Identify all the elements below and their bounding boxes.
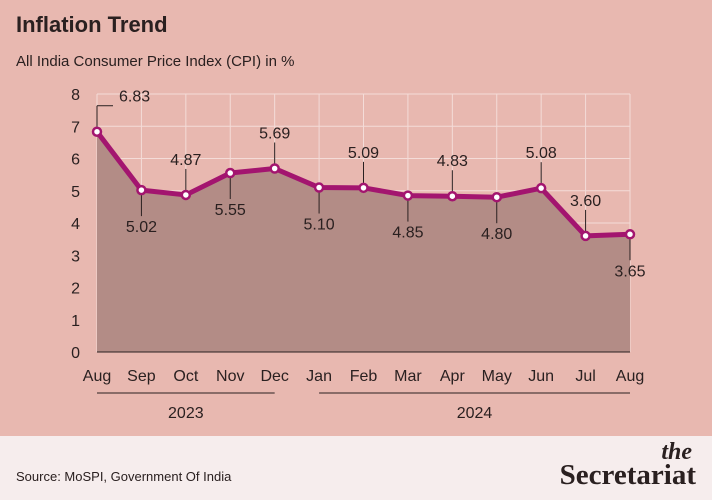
year-group-label: 2024 — [457, 405, 493, 422]
data-label: 5.55 — [215, 202, 246, 219]
x-tick-label: Jun — [528, 368, 554, 385]
x-tick-label: Sep — [127, 368, 156, 385]
chart-subtitle: All India Consumer Price Index (CPI) in … — [16, 53, 295, 70]
chart-title: Inflation Trend — [16, 12, 168, 37]
data-label: 3.65 — [614, 263, 645, 280]
y-tick-label: 1 — [71, 313, 80, 330]
x-tick-label: Apr — [440, 368, 466, 385]
footer: Source: MoSPI, Government Of India the S… — [0, 436, 712, 500]
data-point — [180, 189, 192, 201]
data-label: 4.83 — [437, 153, 468, 170]
x-tick-label: Jul — [575, 368, 595, 385]
x-tick-label: Jan — [306, 368, 332, 385]
data-point — [580, 230, 591, 242]
y-tick-label: 5 — [71, 184, 80, 201]
data-point — [447, 190, 458, 202]
data-point — [402, 190, 414, 201]
year-group-label: 2023 — [168, 405, 204, 422]
data-label: 5.10 — [304, 217, 335, 234]
cpi-area-chart: 0 1 2 3 4 5 6 7 8 Aug Sep Oct Nov Dec Jan Feb Mar Apr May J… — [71, 87, 646, 422]
y-tick-label: 7 — [71, 119, 80, 136]
x-tick-label: Nov — [216, 368, 244, 385]
x-tick-label: Feb — [350, 368, 378, 385]
x-tick-label: Oct — [173, 368, 198, 385]
data-label: 3.60 — [570, 193, 601, 210]
x-tick-label: Mar — [394, 368, 422, 385]
data-point — [225, 167, 236, 179]
brand-logo-the: the — [661, 439, 692, 465]
source-note: Source: MoSPI, Government Of India — [16, 469, 232, 484]
data-point — [269, 163, 280, 174]
data-point — [491, 191, 502, 203]
y-tick-label: 8 — [71, 87, 80, 104]
data-label: 5.08 — [526, 145, 557, 162]
x-tick-label: Aug — [83, 368, 111, 385]
data-point — [136, 184, 147, 196]
x-tick-label: Dec — [260, 368, 288, 385]
data-label: 4.80 — [481, 226, 512, 243]
data-point — [358, 182, 369, 194]
data-label: 5.02 — [126, 219, 157, 236]
x-tick-label: Aug — [616, 368, 644, 385]
data-label: 5.69 — [259, 125, 290, 142]
data-label: 4.87 — [170, 152, 201, 169]
x-tick-label: May — [482, 368, 512, 385]
data-label: 5.09 — [348, 145, 379, 162]
y-tick-label: 3 — [71, 248, 80, 265]
data-label: 4.85 — [392, 225, 423, 242]
data-point — [624, 229, 636, 240]
data-label: 6.83 — [119, 89, 150, 106]
y-tick-label: 4 — [71, 216, 80, 233]
y-tick-label: 2 — [71, 281, 80, 298]
y-tick-label: 6 — [71, 152, 80, 169]
brand-logo: the Secretariat — [526, 440, 696, 496]
data-point — [535, 182, 547, 194]
data-point — [313, 182, 325, 193]
brand-logo-name: Secretariat — [559, 459, 696, 491]
data-point — [91, 126, 103, 137]
y-tick-label: 0 — [71, 345, 80, 362]
